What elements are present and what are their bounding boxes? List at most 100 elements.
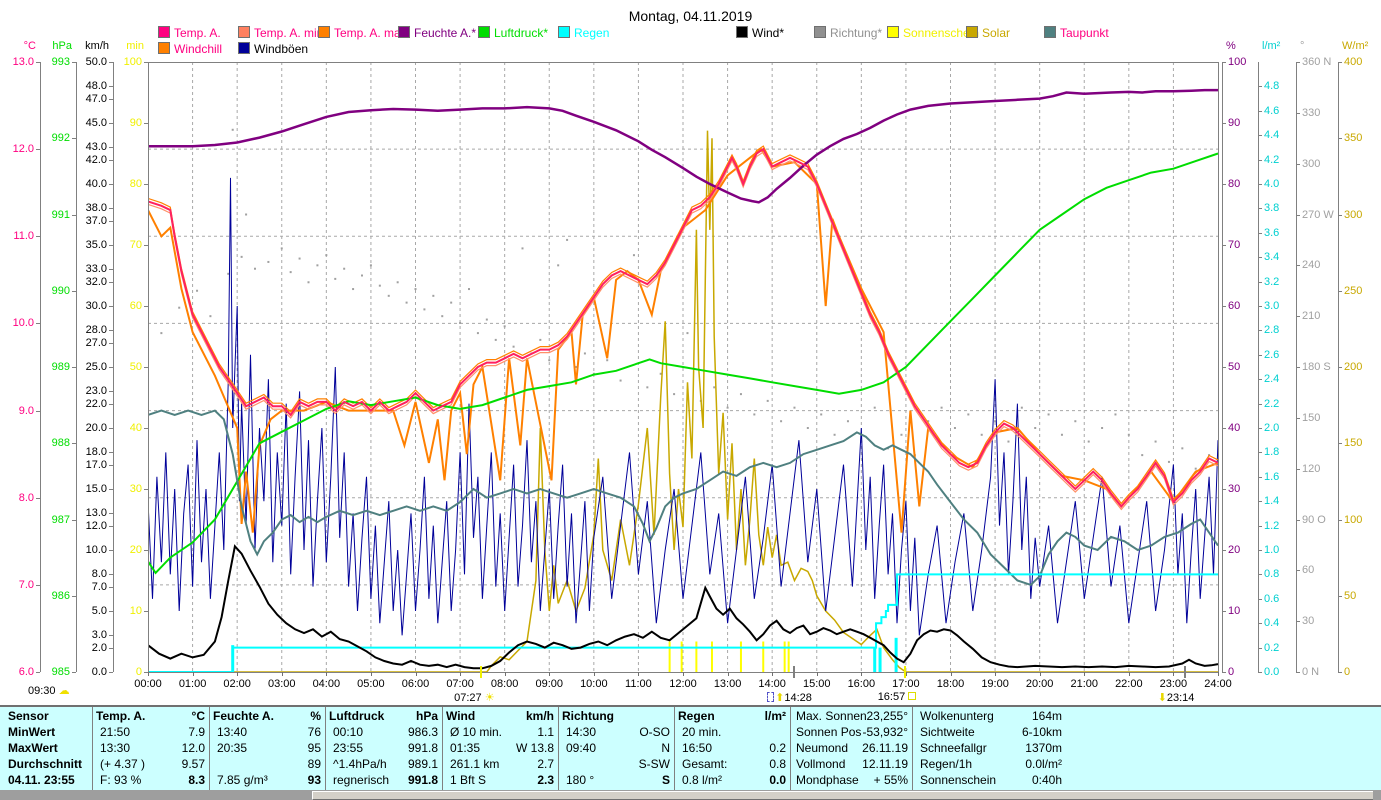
legend-item: Luftdruck* <box>478 26 548 40</box>
table-cell-value: 93 <box>307 773 321 787</box>
axis-tick <box>144 184 148 185</box>
legend-swatch-icon <box>238 26 250 38</box>
event-tick <box>1183 666 1186 678</box>
axis-tick <box>109 220 113 222</box>
axis-tick <box>1338 214 1342 216</box>
axis-tick-label: 989 <box>51 361 70 373</box>
axis-tick <box>144 672 148 673</box>
hour-label: 09:00 <box>535 678 564 690</box>
axis-tick <box>36 410 40 412</box>
axis-tick <box>1338 519 1342 521</box>
axis-tick <box>1296 265 1300 267</box>
axis-tick-label: 30 <box>1302 615 1315 628</box>
table-cell-name: 0.8 l/m² <box>682 773 723 787</box>
table-cell-value: W 13.8 <box>515 741 554 755</box>
axis-tick-label: 3.6 <box>1264 226 1280 239</box>
axis-tick-label: 1.2 <box>1264 519 1280 532</box>
astro-label: Max. Sonnen <box>796 709 867 723</box>
hour-tick <box>995 672 997 676</box>
table-separator <box>674 707 675 792</box>
hour-label: 17:00 <box>892 678 920 690</box>
axis-tick <box>144 62 148 63</box>
axis-tick-label: 32.0 <box>85 275 107 288</box>
axis-tick <box>1338 138 1342 140</box>
condition-value: 1370m <box>1025 741 1062 755</box>
condition-label: Regen/1h <box>920 757 973 771</box>
hour-tick <box>192 672 194 676</box>
axis-tick <box>109 586 113 588</box>
axis-tick-label: 60 <box>129 300 142 312</box>
table-col-unit: km/h <box>525 709 554 723</box>
axis-tick-label: 22.0 <box>85 397 107 410</box>
event-time-corner: 09:30 ☁ <box>28 685 70 697</box>
axis-tick-label: 4.8 <box>1264 80 1280 93</box>
astro-label: Neumond <box>796 741 849 755</box>
table-cell-name: 180 ° <box>566 773 595 787</box>
axis-unit-label: km/h <box>85 40 109 52</box>
hour-label: 11:00 <box>625 678 652 690</box>
hour-tick <box>326 672 328 676</box>
legend-item: Taupunkt <box>1044 26 1109 40</box>
axis-tick <box>1222 489 1226 490</box>
table-row-label: 04.11. 23:55 <box>8 773 75 787</box>
hour-label: 15:00 <box>802 678 831 690</box>
table-cell-value: S-SW <box>638 757 670 771</box>
hour-label: 21:00 <box>1070 678 1099 690</box>
hour-tick <box>415 672 417 676</box>
axis-tick <box>144 611 148 612</box>
axis-tick-label: 0 <box>135 666 142 678</box>
axis-tick <box>1258 574 1262 576</box>
event-tick <box>480 666 483 678</box>
table-cell-name: 13:30 <box>100 741 131 755</box>
axis-tick-label: 3.8 <box>1264 202 1280 215</box>
axis-tick <box>36 672 40 673</box>
table-cell-name: 20:35 <box>217 741 248 755</box>
axis-tick-label: 28.0 <box>85 324 107 337</box>
axis-tick-label: 987 <box>51 513 70 526</box>
axis-tick <box>36 62 40 63</box>
table-cell-value: 12.0 <box>181 741 205 755</box>
axis-tick <box>109 403 113 405</box>
axis-tick <box>1258 86 1262 88</box>
table-cell-name: 23:55 <box>333 741 364 755</box>
hour-tick <box>148 672 149 676</box>
condition-label: Sonnenschein <box>920 773 997 787</box>
axis-tick-label: 270 W <box>1302 208 1334 221</box>
axis-tick-label: 992 <box>51 132 70 145</box>
table-cell-name: regnerisch <box>333 773 390 787</box>
hour-tick <box>638 672 640 676</box>
hour-label: 24:00 <box>1204 678 1232 690</box>
axis-tick <box>36 149 40 151</box>
axis-tick <box>109 245 113 246</box>
axis-tick <box>72 443 76 445</box>
table-cell-name: F: 93 % <box>100 773 142 787</box>
hour-label: 05:00 <box>357 678 385 690</box>
axis-tick <box>109 611 113 612</box>
axis-tick <box>1222 428 1226 429</box>
axis-tick <box>36 236 40 238</box>
axis-tick <box>1222 672 1226 673</box>
axis-tick-label: 23.0 <box>85 385 107 398</box>
legend-swatch-icon <box>158 26 170 38</box>
hour-label: 12:00 <box>669 678 697 690</box>
event-time-label: ⬇23:14 <box>1157 692 1195 704</box>
axis-tick-label: 360 N <box>1302 56 1332 68</box>
axis-tick-label: 6.0 <box>18 666 34 678</box>
axis-tick-label: 1.4 <box>1264 495 1280 508</box>
hour-label: 19:00 <box>981 678 1009 690</box>
table-cell-value: 89 <box>307 757 321 771</box>
condition-value: 0.0l/m² <box>1025 757 1062 771</box>
axis-tick-label: 1.6 <box>1264 470 1280 483</box>
table-cell-value: N <box>661 741 670 755</box>
axis-tick-label: 150 <box>1344 437 1363 450</box>
axis-tick-label: 350 <box>1344 132 1363 145</box>
condition-value: 164m <box>1031 709 1062 723</box>
table-cell-value: 8.3 <box>188 773 205 787</box>
moonrise-arrow-icon: ⬆ <box>775 692 785 704</box>
axis-tick <box>109 147 113 149</box>
table-cell-name: ^1.4hPa/h <box>333 757 387 771</box>
bottom-status-strip[interactable] <box>0 790 1381 800</box>
table-cell-name: 01:35 <box>450 741 481 755</box>
axis-tick-label: 0.0 <box>1264 666 1280 678</box>
